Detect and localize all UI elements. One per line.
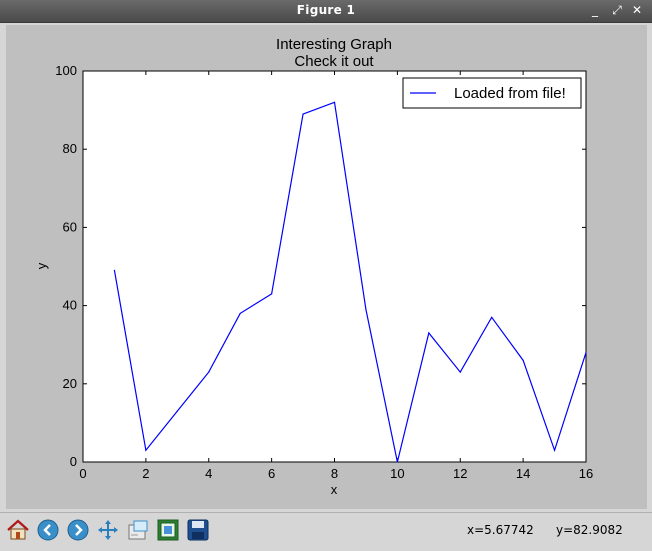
home-icon bbox=[7, 519, 29, 540]
data-point bbox=[333, 101, 336, 103]
back-button[interactable] bbox=[34, 516, 62, 544]
chart-title: Interesting Graph bbox=[276, 36, 392, 53]
subplots-icon bbox=[157, 519, 179, 541]
x-tick-label: 4 bbox=[205, 466, 212, 481]
forward-icon bbox=[67, 519, 89, 541]
y-tick-label: 80 bbox=[63, 141, 77, 156]
data-point bbox=[113, 269, 116, 272]
back-icon bbox=[37, 519, 59, 541]
zoom-button[interactable] bbox=[124, 516, 152, 544]
series-line bbox=[113, 101, 587, 463]
pan-icon bbox=[98, 520, 118, 540]
chart-subtitle: Check it out bbox=[294, 53, 374, 70]
save-icon bbox=[187, 519, 209, 541]
home-button[interactable] bbox=[4, 516, 32, 544]
navigation-toolbar: x=5.67742 y=82.9082 bbox=[0, 512, 652, 551]
data-point bbox=[553, 449, 556, 451]
y-tick-label: 0 bbox=[70, 454, 77, 469]
legend: Loaded from file! bbox=[402, 77, 582, 109]
close-button[interactable]: ✕ bbox=[631, 3, 643, 17]
data-point bbox=[428, 332, 430, 334]
window-title: Figure 1 bbox=[296, 3, 356, 17]
window-titlebar: Figure 1 _ ⤢ ✕ bbox=[0, 0, 652, 23]
forward-button[interactable] bbox=[64, 516, 92, 544]
series-layer bbox=[113, 101, 587, 463]
x-tick-label: 8 bbox=[331, 466, 338, 481]
x-tick-label: 0 bbox=[79, 466, 86, 481]
data-point bbox=[302, 113, 304, 115]
data-point bbox=[396, 461, 398, 463]
y-axis-label: y bbox=[34, 262, 49, 269]
x-tick-label: 6 bbox=[268, 466, 275, 481]
line-chart: Interesting Graph Check it out 0 2 4 6 8 10 12… bbox=[34, 36, 593, 497]
y-tick-label: 60 bbox=[63, 219, 77, 234]
x-axis-label: x bbox=[331, 482, 338, 497]
data-point bbox=[208, 371, 210, 373]
data-point bbox=[271, 293, 273, 295]
data-point bbox=[459, 371, 461, 373]
pan-button[interactable] bbox=[94, 516, 122, 544]
data-point bbox=[176, 410, 178, 412]
x-tick-label: 10 bbox=[390, 466, 404, 481]
data-point bbox=[491, 316, 493, 318]
data-point bbox=[585, 351, 587, 354]
y-tick-label: 40 bbox=[63, 298, 77, 313]
x-tick-label: 16 bbox=[579, 466, 593, 481]
cursor-x-readout: x=5.67742 bbox=[467, 523, 534, 537]
plot-area bbox=[82, 70, 587, 463]
x-tick-label: 14 bbox=[516, 466, 530, 481]
axes: 0 2 4 6 8 10 12 14 16 0 20 40 60 80 100 bbox=[55, 63, 593, 481]
y-tick-label: 100 bbox=[55, 63, 77, 78]
data-point bbox=[522, 359, 524, 361]
cursor-y-readout: y=82.9082 bbox=[556, 523, 623, 537]
data-point bbox=[365, 308, 367, 311]
y-tick-label: 20 bbox=[63, 376, 77, 391]
subplots-button[interactable] bbox=[154, 516, 182, 544]
x-tick-label: 12 bbox=[453, 466, 467, 481]
data-point bbox=[239, 312, 241, 315]
figure-canvas[interactable]: Interesting Graph Check it out 0 2 4 6 8 10 12… bbox=[6, 25, 647, 509]
zoom-icon bbox=[128, 520, 148, 540]
data-point bbox=[145, 449, 147, 451]
save-button[interactable] bbox=[184, 516, 212, 544]
minimize-button[interactable]: _ bbox=[592, 3, 598, 17]
x-tick-label: 2 bbox=[142, 466, 149, 481]
legend-label: Loaded from file! bbox=[454, 85, 566, 102]
maximize-button[interactable]: ⤢ bbox=[612, 3, 622, 17]
